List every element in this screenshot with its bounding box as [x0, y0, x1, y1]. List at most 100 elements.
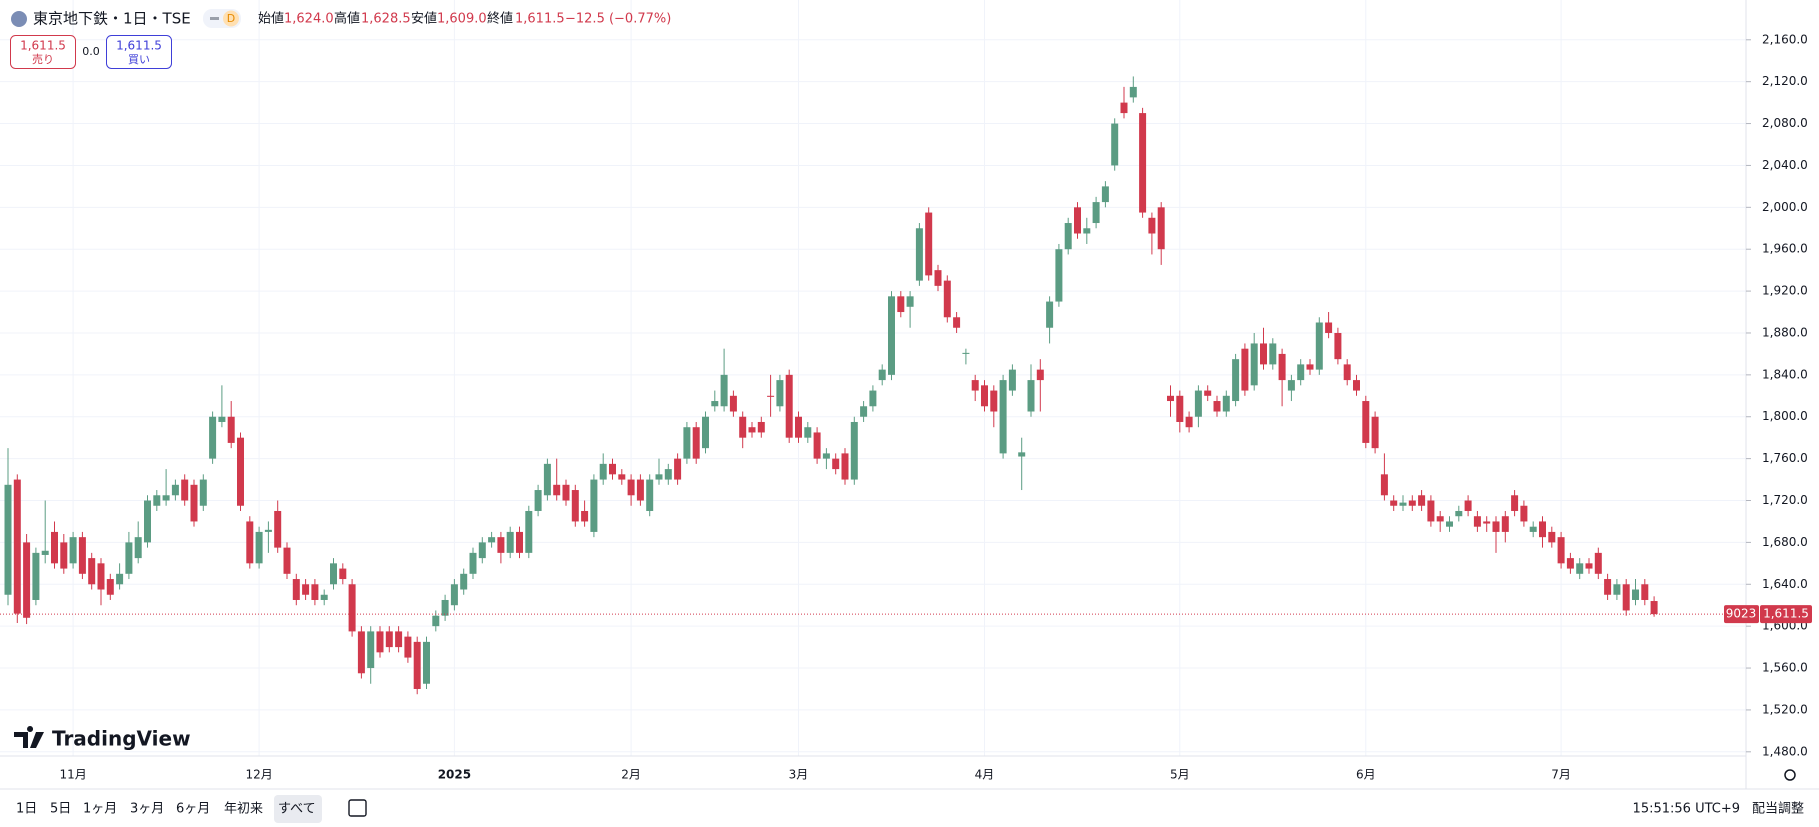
candle-body	[1380, 474, 1388, 496]
candle-body	[1241, 348, 1249, 391]
y-tick-label: 1,960.0	[1762, 242, 1808, 256]
candle-body	[190, 484, 198, 522]
price-tag-bg	[1760, 605, 1812, 624]
candle-body	[860, 406, 868, 417]
settings-icon[interactable]	[1784, 769, 1796, 781]
candle-body	[51, 531, 58, 564]
candle-body	[1027, 380, 1035, 412]
candle-body	[432, 615, 440, 627]
y-tick-label: 1,640.0	[1762, 577, 1808, 591]
range-active-bg	[274, 795, 322, 823]
candle-body	[795, 416, 802, 438]
close-label: 終値	[487, 11, 513, 27]
y-tick-label: 1,520.0	[1762, 702, 1808, 716]
candle-body	[171, 484, 179, 496]
candle-body	[367, 631, 375, 669]
candle-body	[41, 550, 49, 555]
buy-button[interactable]	[106, 35, 172, 69]
range-button[interactable]: 5日	[50, 802, 71, 817]
candle-body	[767, 395, 775, 397]
candle-body	[1055, 249, 1063, 302]
sell-label: 売り	[32, 53, 54, 66]
candle-body	[209, 416, 217, 459]
candle-body	[1464, 500, 1472, 511]
candle-body	[1399, 502, 1407, 506]
range-button[interactable]: すべて	[278, 802, 316, 817]
candle-body	[534, 490, 542, 511]
candle-body	[990, 390, 998, 412]
candle-body	[1204, 390, 1212, 396]
y-tick-label: 1,760.0	[1762, 451, 1808, 465]
candle-body	[804, 427, 812, 438]
symbol-title: 東京地下鉄・1日・TSE	[33, 10, 191, 28]
candle-body	[692, 427, 700, 459]
candle-body	[1176, 395, 1184, 422]
price-tag: 1,611.5	[1763, 607, 1809, 621]
candle-body	[934, 270, 942, 286]
candle-body	[441, 599, 449, 616]
candle-body	[1139, 113, 1147, 213]
candle-body	[1306, 364, 1314, 370]
candle-body	[702, 416, 709, 449]
candle-body	[1232, 359, 1240, 402]
range-button[interactable]: 3ヶ月	[130, 802, 164, 817]
candle-body	[981, 385, 988, 407]
candle-body	[841, 453, 849, 480]
candle-body	[106, 579, 114, 595]
candle-body	[1101, 186, 1109, 203]
logo-text: TradingView	[52, 727, 191, 751]
candle-body	[785, 374, 793, 438]
range-button[interactable]: 1ヶ月	[83, 802, 117, 817]
candle-body	[450, 584, 458, 606]
candle-body	[1483, 521, 1491, 524]
range-button[interactable]: 1日	[16, 802, 37, 817]
calendar-icon[interactable]	[348, 799, 367, 817]
x-tick-label: 6月	[1356, 768, 1376, 782]
symbol-tag: 9023	[1726, 607, 1757, 621]
candle-body	[311, 584, 319, 600]
toolbar: 1日 5日 1ヶ月 3ヶ月 6ヶ月 年初来 すべて	[16, 795, 322, 823]
candle-body	[1353, 380, 1360, 391]
candle-body	[88, 558, 96, 585]
candle-body	[1632, 589, 1639, 600]
close-value: 1,611.5	[515, 12, 565, 27]
candle-body	[423, 641, 430, 684]
candle-body	[1390, 500, 1398, 506]
candle-body	[1167, 395, 1174, 402]
candle-body	[599, 463, 607, 480]
x-tick-label: 11月	[59, 768, 86, 782]
candle-body	[264, 529, 272, 532]
clock: 15:51:56 UTC+9	[1633, 802, 1740, 817]
candle-body	[739, 416, 747, 438]
candle-body	[60, 542, 68, 569]
logo-icon	[14, 726, 44, 748]
candle-body	[999, 380, 1007, 454]
y-tick-label: 2,160.0	[1762, 32, 1808, 46]
candle-body	[320, 594, 328, 600]
y-tick-label: 1,840.0	[1762, 367, 1808, 381]
symbol-tag-bg	[1724, 605, 1759, 624]
range-button[interactable]: 年初来	[224, 802, 263, 817]
candle-body	[1362, 401, 1370, 443]
candle-body	[888, 296, 895, 375]
candle-body	[1260, 343, 1267, 365]
candle-body	[1539, 521, 1546, 538]
range-button[interactable]: 6ヶ月	[176, 802, 210, 817]
candle-body	[78, 537, 86, 574]
candle-body	[4, 484, 12, 595]
candle-body	[506, 531, 514, 553]
candle-body	[1408, 500, 1416, 506]
candle-body	[218, 416, 226, 422]
candle-body	[1083, 228, 1091, 234]
candle-body	[1613, 584, 1621, 595]
y-tick-label: 1,720.0	[1762, 493, 1808, 507]
sell-button[interactable]	[10, 35, 76, 69]
x-tick-label: 2月	[621, 768, 641, 782]
candle-body	[869, 390, 877, 407]
candle-body	[1650, 601, 1658, 615]
candle-body	[1371, 416, 1379, 449]
candle-body	[32, 552, 40, 600]
y-tick-label: 1,800.0	[1762, 409, 1808, 423]
dividend-adjust[interactable]: 配当調整	[1752, 802, 1804, 817]
candle-body	[339, 568, 347, 580]
